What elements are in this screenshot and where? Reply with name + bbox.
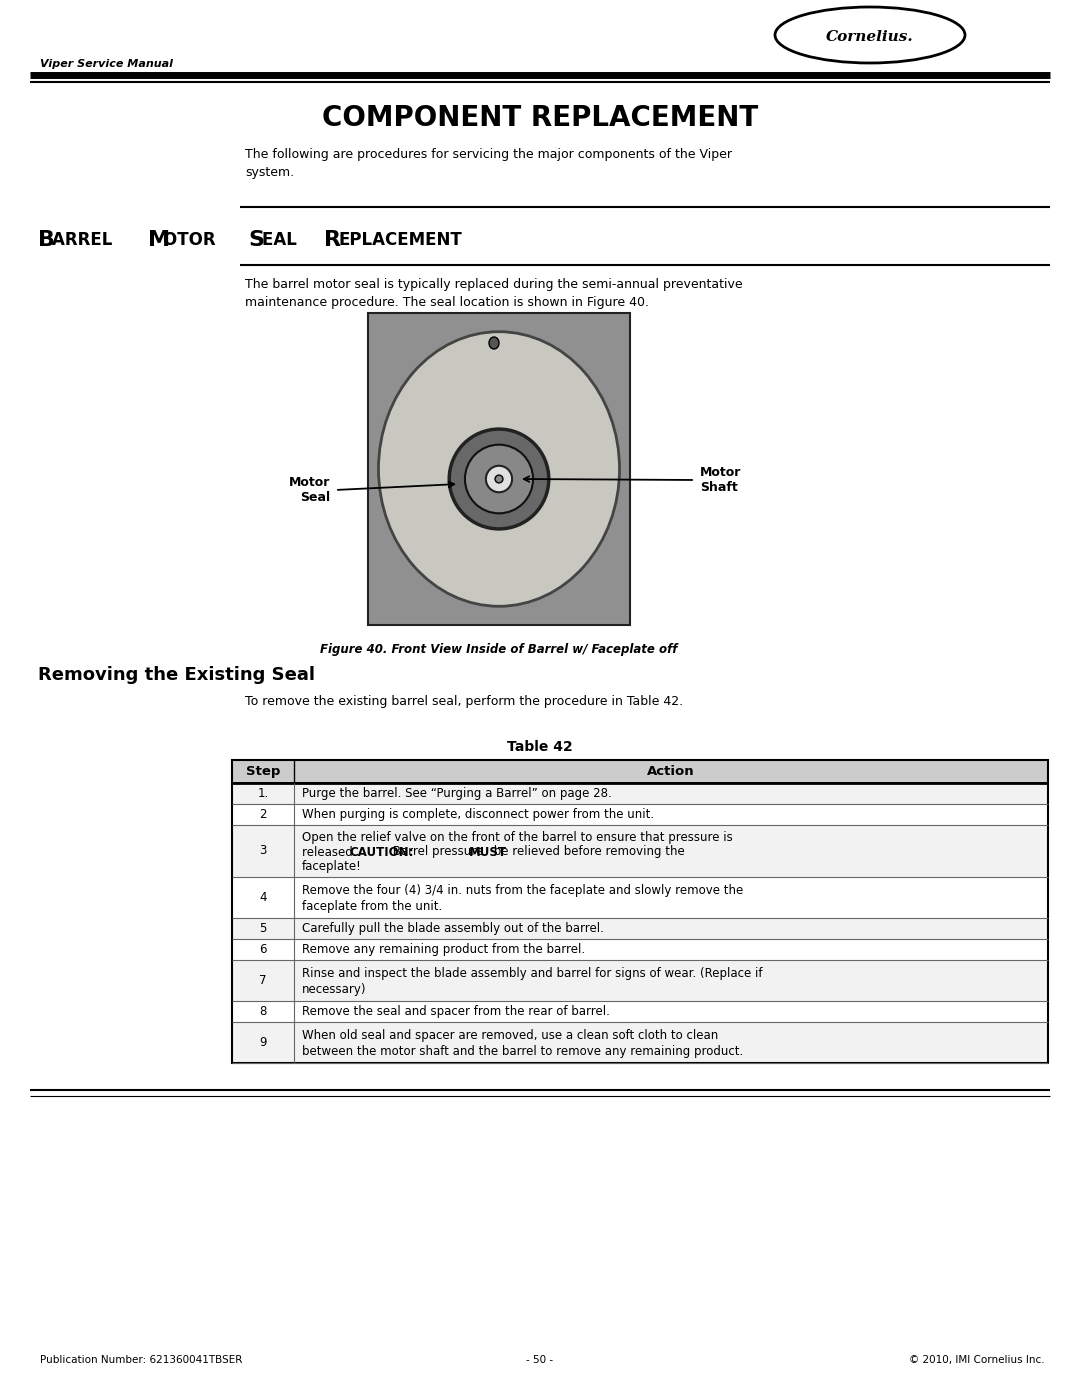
Text: 5: 5 bbox=[259, 922, 267, 935]
Ellipse shape bbox=[775, 7, 966, 63]
Text: 9: 9 bbox=[259, 1037, 267, 1049]
Bar bbox=[232, 918, 1048, 939]
Bar bbox=[232, 760, 1048, 782]
Text: 4: 4 bbox=[259, 891, 267, 904]
Bar bbox=[232, 1023, 1048, 1063]
Text: Remove the seal and spacer from the rear of barrel.: Remove the seal and spacer from the rear… bbox=[302, 1004, 610, 1018]
Bar bbox=[232, 782, 1048, 805]
Bar bbox=[232, 877, 1048, 918]
Bar bbox=[232, 760, 1048, 1063]
Text: 1.: 1. bbox=[257, 787, 269, 800]
Text: Motor
Seal: Motor Seal bbox=[288, 476, 330, 504]
Text: 7: 7 bbox=[259, 974, 267, 988]
Text: MUST: MUST bbox=[469, 845, 507, 859]
Bar bbox=[232, 1002, 1048, 1023]
Text: When purging is complete, disconnect power from the unit.: When purging is complete, disconnect pow… bbox=[302, 807, 654, 821]
Text: R: R bbox=[324, 231, 341, 250]
Ellipse shape bbox=[495, 475, 503, 483]
Text: Publication Number: 621360041TBSER: Publication Number: 621360041TBSER bbox=[40, 1355, 242, 1365]
Text: B: B bbox=[38, 231, 55, 250]
Text: S: S bbox=[248, 231, 264, 250]
Text: faceplate from the unit.: faceplate from the unit. bbox=[302, 900, 442, 914]
Bar bbox=[232, 805, 1048, 826]
Text: COMPONENT REPLACEMENT: COMPONENT REPLACEMENT bbox=[322, 103, 758, 131]
Text: Barrel pressure: Barrel pressure bbox=[389, 845, 487, 859]
Text: © 2010, IMI Cornelius Inc.: © 2010, IMI Cornelius Inc. bbox=[909, 1355, 1045, 1365]
Bar bbox=[232, 960, 1048, 1002]
Text: CAUTION:: CAUTION: bbox=[349, 845, 414, 859]
Text: The barrel motor seal is typically replaced during the semi-annual preventative
: The barrel motor seal is typically repla… bbox=[245, 278, 743, 309]
Text: necessary): necessary) bbox=[302, 983, 366, 996]
Text: 6: 6 bbox=[259, 943, 267, 956]
Text: Action: Action bbox=[647, 766, 694, 778]
Text: Motor
Shaft: Motor Shaft bbox=[700, 467, 741, 495]
Text: Step: Step bbox=[246, 766, 280, 778]
Text: Open the relief valve on the front of the barrel to ensure that pressure is: Open the relief valve on the front of th… bbox=[302, 831, 732, 844]
Text: When old seal and spacer are removed, use a clean soft cloth to clean: When old seal and spacer are removed, us… bbox=[302, 1028, 718, 1042]
Text: EPLACEMENT: EPLACEMENT bbox=[339, 231, 462, 249]
Text: M: M bbox=[148, 231, 171, 250]
Text: Figure 40. Front View Inside of Barrel w/ Faceplate off: Figure 40. Front View Inside of Barrel w… bbox=[321, 643, 677, 657]
Ellipse shape bbox=[449, 429, 549, 529]
Text: The following are procedures for servicing the major components of the Viper
sys: The following are procedures for servici… bbox=[245, 148, 732, 179]
Text: Purge the barrel. See “Purging a Barrel” on page 28.: Purge the barrel. See “Purging a Barrel”… bbox=[302, 787, 611, 800]
Text: 8: 8 bbox=[259, 1004, 267, 1018]
Text: released.: released. bbox=[302, 845, 361, 859]
Ellipse shape bbox=[378, 331, 620, 606]
Text: Cornelius.: Cornelius. bbox=[826, 29, 914, 43]
Text: Carefully pull the blade assembly out of the barrel.: Carefully pull the blade assembly out of… bbox=[302, 922, 604, 935]
Text: faceplate!: faceplate! bbox=[302, 861, 362, 873]
Bar bbox=[232, 826, 1048, 877]
Text: Removing the Existing Seal: Removing the Existing Seal bbox=[38, 666, 315, 685]
Text: Viper Service Manual: Viper Service Manual bbox=[40, 59, 173, 68]
Text: Table 42: Table 42 bbox=[508, 740, 572, 754]
Text: EAL: EAL bbox=[262, 231, 302, 249]
Text: - 50 -: - 50 - bbox=[526, 1355, 554, 1365]
Bar bbox=[232, 939, 1048, 960]
Text: OTOR: OTOR bbox=[163, 231, 221, 249]
Text: 3: 3 bbox=[259, 845, 267, 858]
Text: ARREL: ARREL bbox=[52, 231, 118, 249]
Text: To remove the existing barrel seal, perform the procedure in Table 42.: To remove the existing barrel seal, perf… bbox=[245, 694, 684, 708]
Ellipse shape bbox=[464, 444, 534, 513]
Text: Remove any remaining product from the barrel.: Remove any remaining product from the ba… bbox=[302, 943, 585, 956]
Text: between the motor shaft and the barrel to remove any remaining product.: between the motor shaft and the barrel t… bbox=[302, 1045, 743, 1059]
Text: be relieved before removing the: be relieved before removing the bbox=[489, 845, 685, 859]
Text: Remove the four (4) 3/4 in. nuts from the faceplate and slowly remove the: Remove the four (4) 3/4 in. nuts from th… bbox=[302, 884, 743, 897]
Ellipse shape bbox=[489, 337, 499, 349]
Text: 2: 2 bbox=[259, 807, 267, 821]
Text: Rinse and inspect the blade assembly and barrel for signs of wear. (Replace if: Rinse and inspect the blade assembly and… bbox=[302, 967, 762, 979]
Ellipse shape bbox=[486, 465, 512, 492]
Bar bbox=[368, 313, 630, 624]
